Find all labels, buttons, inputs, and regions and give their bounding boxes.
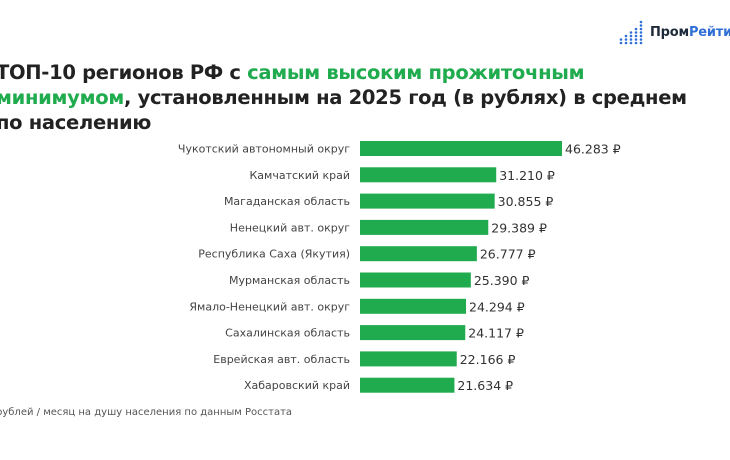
brand-name-part1: Пром: [650, 25, 689, 40]
title-line3-plain: по населению: [0, 111, 152, 134]
value-label: 26.777 ₽: [480, 247, 536, 262]
bar-dots-logo-icon: [619, 20, 643, 45]
bar: [360, 298, 467, 314]
title-line1-plain: ТОП-10 регионов РФ с: [0, 61, 248, 84]
category-label: Хабаровский край: [244, 379, 350, 392]
bar: [360, 377, 455, 393]
title-line2-highlight: минимумом: [0, 86, 124, 109]
value-label: 24.117 ₽: [468, 326, 524, 341]
value-label: 46.283 ₽: [565, 142, 621, 157]
category-label: Ямало-Ненецкий авт. округ: [189, 300, 350, 313]
brand-name-part2: Рейтин: [688, 25, 730, 40]
value-label: 22.166 ₽: [460, 352, 516, 367]
value-label: 21.634 ₽: [457, 378, 513, 393]
title-line2-plain: , установленным на 2025 год (в рублях) в…: [123, 86, 687, 109]
value-label: 24.294 ₽: [469, 299, 525, 314]
category-label: Сахалинская область: [225, 327, 350, 340]
bar: [360, 193, 495, 209]
value-label: 25.390 ₽: [474, 273, 530, 288]
brand-logo-block: ПромРейтин: [618, 18, 730, 48]
value-label: 29.389 ₽: [491, 220, 547, 235]
bar: [360, 141, 562, 156]
category-label: Еврейская авт. область: [213, 353, 350, 366]
category-label: Мурманская область: [229, 274, 350, 287]
category-label: Камчатский край: [250, 169, 351, 182]
value-label: 31.210 ₽: [499, 168, 555, 183]
title-line1-highlight: самым высоким прожиточным: [247, 61, 585, 84]
bar: [360, 351, 457, 367]
bar: [360, 219, 489, 235]
bar: [360, 246, 477, 262]
value-label: 30.855 ₽: [498, 194, 554, 209]
bar: [360, 325, 466, 341]
category-label: Ненецкий авт. округ: [230, 221, 350, 234]
category-label: Магаданская область: [224, 195, 350, 208]
category-label: Республика Саха (Якутия): [198, 248, 350, 261]
chart-title: ТОП-10 регионов РФ с самым высоким прожи…: [0, 60, 730, 135]
bar: [360, 272, 471, 288]
bar: [360, 167, 497, 183]
footnote: рублей / месяц на душу населения по данн…: [0, 407, 293, 418]
brand-name: ПромРейтин: [650, 25, 730, 40]
category-label: Чукотский автономный округ: [178, 143, 350, 156]
